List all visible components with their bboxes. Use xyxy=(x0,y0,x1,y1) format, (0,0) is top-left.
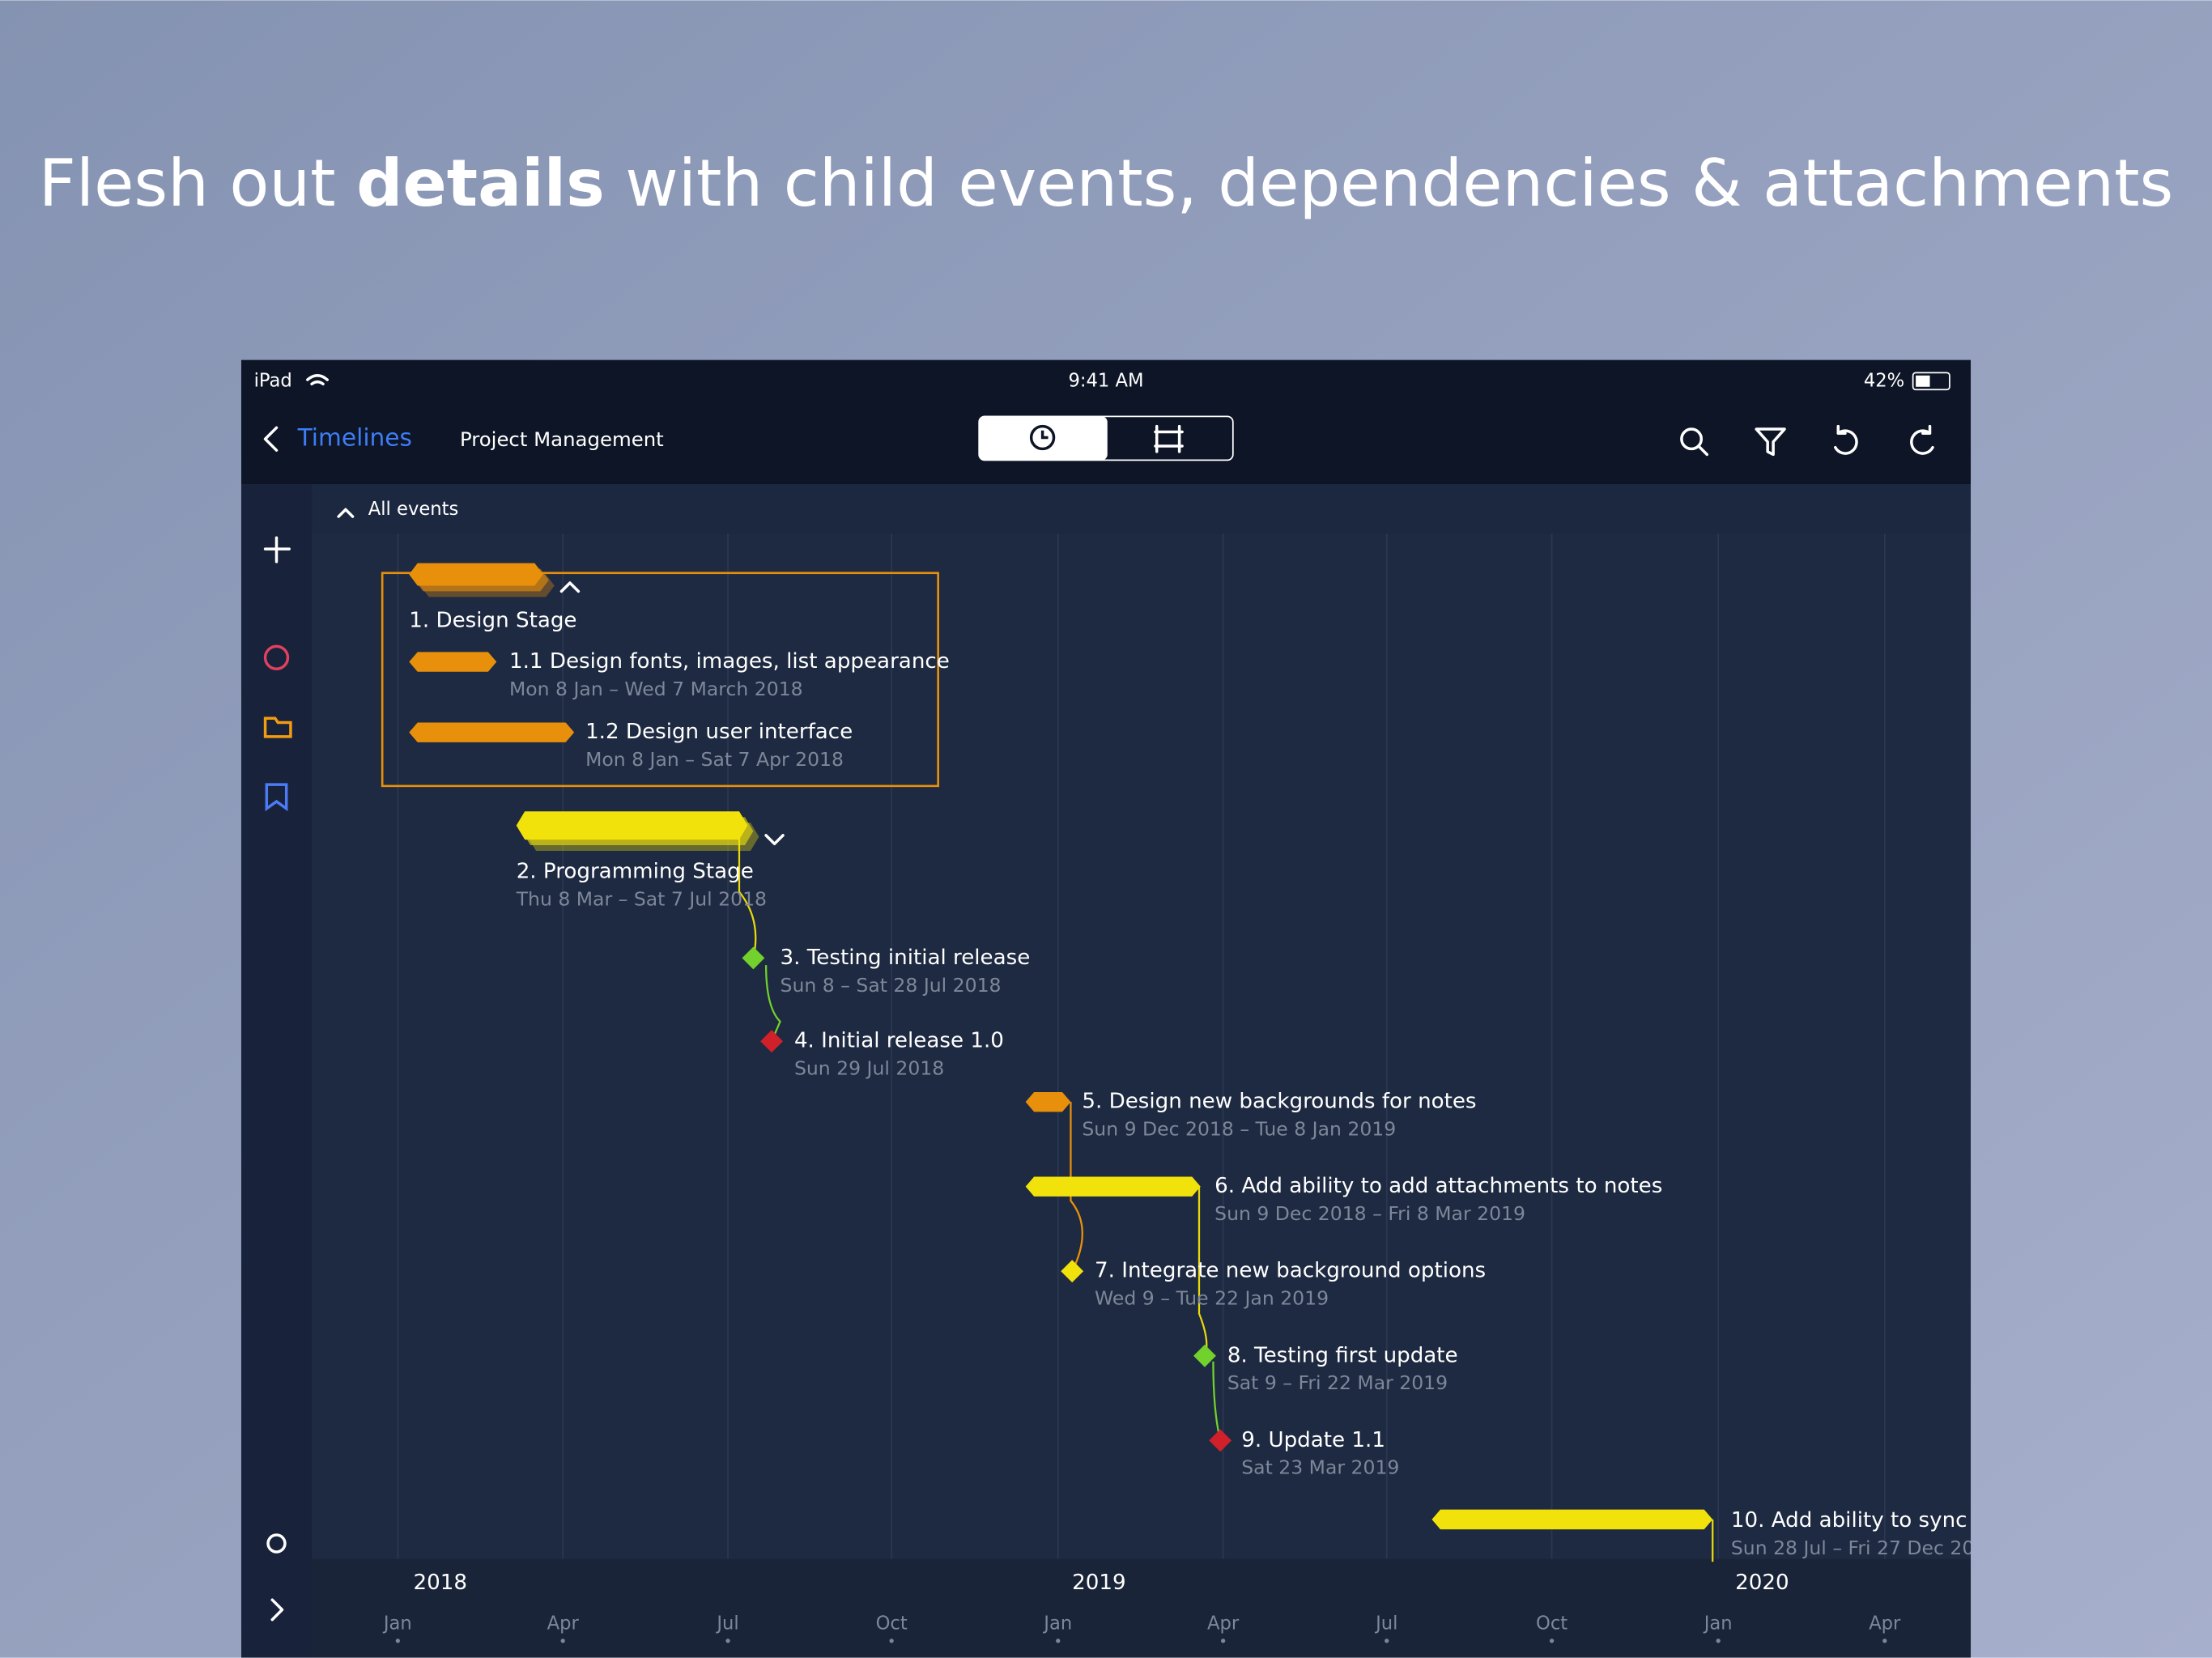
headline: Flesh out details with child events, dep… xyxy=(39,146,2174,221)
battery-level xyxy=(1916,375,1930,387)
event-label: 1.1 Design fonts, images, list appearanc… xyxy=(509,649,950,674)
month-label: Jan xyxy=(382,1613,412,1634)
filter-label[interactable]: All events xyxy=(368,499,459,520)
year-label: 2020 xyxy=(1735,1571,1789,1595)
month-label: Oct xyxy=(1536,1613,1568,1634)
event-dates: Sun 9 Dec 2018 – Tue 8 Jan 2019 xyxy=(1082,1117,1396,1140)
event-bar xyxy=(409,563,543,586)
group-collapse[interactable] xyxy=(559,581,581,593)
event-label: 1.2 Design user interface xyxy=(585,720,853,744)
status-device: iPad xyxy=(254,370,292,391)
month-label: Apr xyxy=(1207,1613,1240,1634)
event-label: 1. Design Stage xyxy=(409,609,576,633)
back-button[interactable]: Timelines xyxy=(297,424,412,452)
event-label: 5. Design new backgrounds for notes xyxy=(1082,1090,1476,1114)
event-label: 10. Add ability to sync no xyxy=(1731,1508,2000,1533)
event-dates: Sat 23 Mar 2019 xyxy=(1241,1456,1399,1479)
month-dot xyxy=(889,1639,894,1643)
headline-part: Flesh out xyxy=(39,146,356,221)
month-label: Jan xyxy=(1703,1613,1733,1634)
group-expand[interactable] xyxy=(764,834,785,846)
sidebar xyxy=(240,483,313,1658)
month-dot xyxy=(725,1639,730,1643)
month-label: Jul xyxy=(1374,1613,1397,1634)
headline-part: with child events, dependencies & attach… xyxy=(605,146,2173,221)
axis-band xyxy=(312,1558,1972,1658)
month-dot xyxy=(560,1639,565,1643)
event-dates: Mon 8 Jan – Wed 7 March 2018 xyxy=(509,678,803,700)
month-label: Jan xyxy=(1042,1613,1072,1634)
event-label: 2. Programming Stage xyxy=(517,860,754,884)
event-dates: Sun 9 Dec 2018 – Fri 8 Mar 2019 xyxy=(1214,1202,1525,1225)
dependency-line xyxy=(1070,1102,1083,1272)
filter-bar xyxy=(312,483,1972,534)
event-label: 9. Update 1.1 xyxy=(1241,1428,1385,1452)
battery-icon xyxy=(1912,372,1950,391)
search-handle xyxy=(1697,444,1708,457)
event-dates: Sun 28 Jul – Fri 27 Dec 201 xyxy=(1731,1537,1986,1559)
event-dates: Mon 8 Jan – Sat 7 Apr 2018 xyxy=(585,748,844,771)
expand-sidebar[interactable] xyxy=(270,1598,284,1622)
headline-bold: details xyxy=(356,146,605,221)
status-time: 9:41 AM xyxy=(1068,370,1143,391)
month-dot xyxy=(395,1639,400,1643)
event-dates: Sun 8 – Sat 28 Jul 2018 xyxy=(781,974,1002,997)
collapse-icon[interactable] xyxy=(337,508,355,518)
month-dot xyxy=(1385,1639,1389,1643)
month-dot xyxy=(1716,1639,1721,1643)
month-dot xyxy=(1221,1639,1226,1643)
month-dot xyxy=(1882,1639,1887,1643)
settings-icon[interactable] xyxy=(266,1533,287,1554)
grid-view[interactable] xyxy=(1154,424,1184,453)
search-icon[interactable] xyxy=(1680,427,1704,451)
content-bg xyxy=(240,359,1972,1658)
back-chevron[interactable] xyxy=(263,426,279,452)
add-button[interactable] xyxy=(263,536,291,563)
event-dates: Sat 9 – Fri 22 Mar 2019 xyxy=(1227,1371,1448,1394)
dependency-line xyxy=(764,965,781,1042)
event-bar xyxy=(1025,1176,1201,1197)
event-dates: Thu 8 Mar – Sat 7 Jul 2018 xyxy=(516,887,767,910)
wifi-icon xyxy=(306,374,329,386)
filter-icon[interactable] xyxy=(1755,427,1786,457)
event-label: 4. Initial release 1.0 xyxy=(794,1029,1004,1053)
event-bar xyxy=(1431,1509,1713,1530)
month-label: Jul xyxy=(715,1613,738,1634)
event-milestone xyxy=(1061,1260,1084,1283)
month-dot xyxy=(1056,1639,1061,1643)
redo-icon[interactable] xyxy=(1910,424,1934,455)
app-window: Jan Apr Jul Oct Jan Apr Jul Oct Jan Apr 2018 2019 20… xyxy=(240,359,2000,1658)
event-milestone xyxy=(742,946,765,970)
month-dot xyxy=(1549,1639,1555,1643)
clock-hands xyxy=(1040,430,1049,440)
event-dates: Wed 9 – Tue 22 Jan 2019 xyxy=(1095,1287,1329,1310)
nav-title: Project Management xyxy=(460,427,664,451)
folder-icon[interactable] xyxy=(263,716,292,738)
event-bar xyxy=(1025,1091,1071,1112)
event-label: 3. Testing initial release xyxy=(781,946,1031,970)
event-label: 8. Testing first update xyxy=(1227,1343,1458,1367)
event-dates: Sun 29 Jul 2018 xyxy=(794,1057,944,1080)
event-label: 7. Integrate new background options xyxy=(1095,1259,1486,1283)
month-label: Oct xyxy=(876,1613,908,1634)
clock-icon xyxy=(1029,424,1056,451)
event-bar xyxy=(409,722,575,742)
event-milestone xyxy=(760,1030,784,1053)
year-label: 2019 xyxy=(1072,1571,1126,1595)
people-icon[interactable] xyxy=(263,644,290,670)
status-battery: 42% xyxy=(1864,370,1904,391)
year-label: 2018 xyxy=(414,1571,467,1595)
month-label: Apr xyxy=(1869,1613,1901,1634)
group-frame xyxy=(381,572,939,788)
month-label: Apr xyxy=(547,1613,580,1634)
event-bar xyxy=(409,652,497,672)
bookmark-icon[interactable] xyxy=(265,783,288,812)
undo-icon[interactable] xyxy=(1834,424,1858,455)
event-label: 6. Add ability to add attachments to not… xyxy=(1214,1174,1662,1198)
event-bar xyxy=(516,811,748,840)
